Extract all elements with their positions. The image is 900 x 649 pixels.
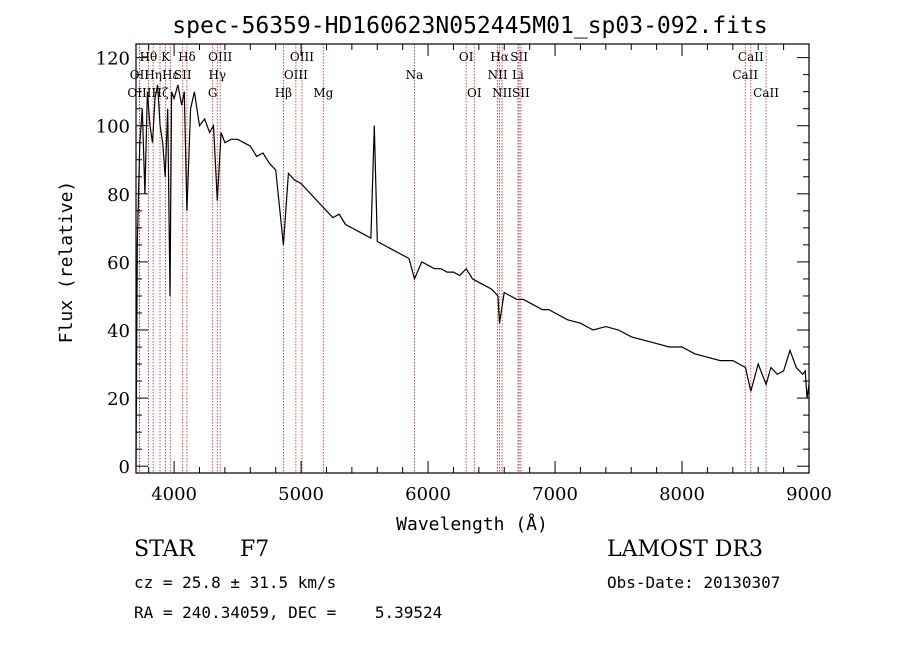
marker-label: OI [459,50,474,64]
y-tick-label: 120 [96,49,130,70]
y-tick-label: 20 [107,389,130,410]
marker-label: Li [512,68,524,82]
y-tick-label: 40 [107,321,130,342]
marker-label: Hδ [178,50,196,64]
y-axis: 0 20 40 60 80 100 120 [96,49,809,478]
marker-label: CaII [732,68,758,82]
y-tick-label: 100 [96,117,130,138]
marker-label: OI [467,86,482,100]
marker-label: CaII [738,50,764,64]
x-axis-label: Wavelength (Å) [396,513,548,535]
x-tick-label: 8000 [659,484,705,505]
marker-label: NII [492,86,512,100]
y-axis-label: Flux (relative) [56,181,77,344]
marker-label: SII [512,86,530,100]
x-axis: 4000 5000 6000 7000 8000 9000 [148,44,832,505]
coordinates: RA = 240.34059, DEC = 5.39524 [134,603,443,622]
marker-label: SII [510,50,528,64]
observation-date: Obs-Date: 20130307 [607,573,781,592]
marker-label: OIII [127,86,151,100]
marker-label: Hε [162,68,179,82]
x-tick-label: 9000 [786,484,832,505]
marker-label: OIII [284,68,308,82]
chart-title: spec-56359-HD160623N052445M01_sp03-092.f… [172,13,767,39]
plot-frame [135,43,810,474]
x-tick-label: 5000 [278,484,324,505]
marker-label: Na [406,68,424,82]
marker-label: Hζ [152,86,169,100]
marker-label: K [161,50,171,64]
x-tick-label: 7000 [532,484,578,505]
marker-label: OIII [208,50,232,64]
marker-label: Mg [313,86,333,100]
marker-label: SII [174,68,192,82]
marker-label: Hγ [208,68,226,82]
marker-label: Hβ [275,86,292,100]
marker-label: Hη [144,68,162,82]
object-class: STAR [134,537,195,562]
marker-label: G [208,86,218,100]
y-tick-label: 0 [119,457,130,478]
object-subclass: F7 [240,537,270,562]
marker-label: Hα [490,50,509,64]
survey-name: LAMOST DR3 [607,537,763,562]
y-tick-label: 80 [107,185,130,206]
marker-label: Hθ [140,50,158,64]
marker-label: NII [488,68,508,82]
spectrum-line [135,84,810,467]
x-tick-label: 4000 [151,484,197,505]
x-tick-label: 6000 [405,484,451,505]
redshift-velocity: cz = 25.8 ± 31.5 km/s [134,573,337,592]
marker-label: CaII [753,86,779,100]
y-tick-label: 60 [107,253,130,274]
marker-label: OIII [290,50,314,64]
